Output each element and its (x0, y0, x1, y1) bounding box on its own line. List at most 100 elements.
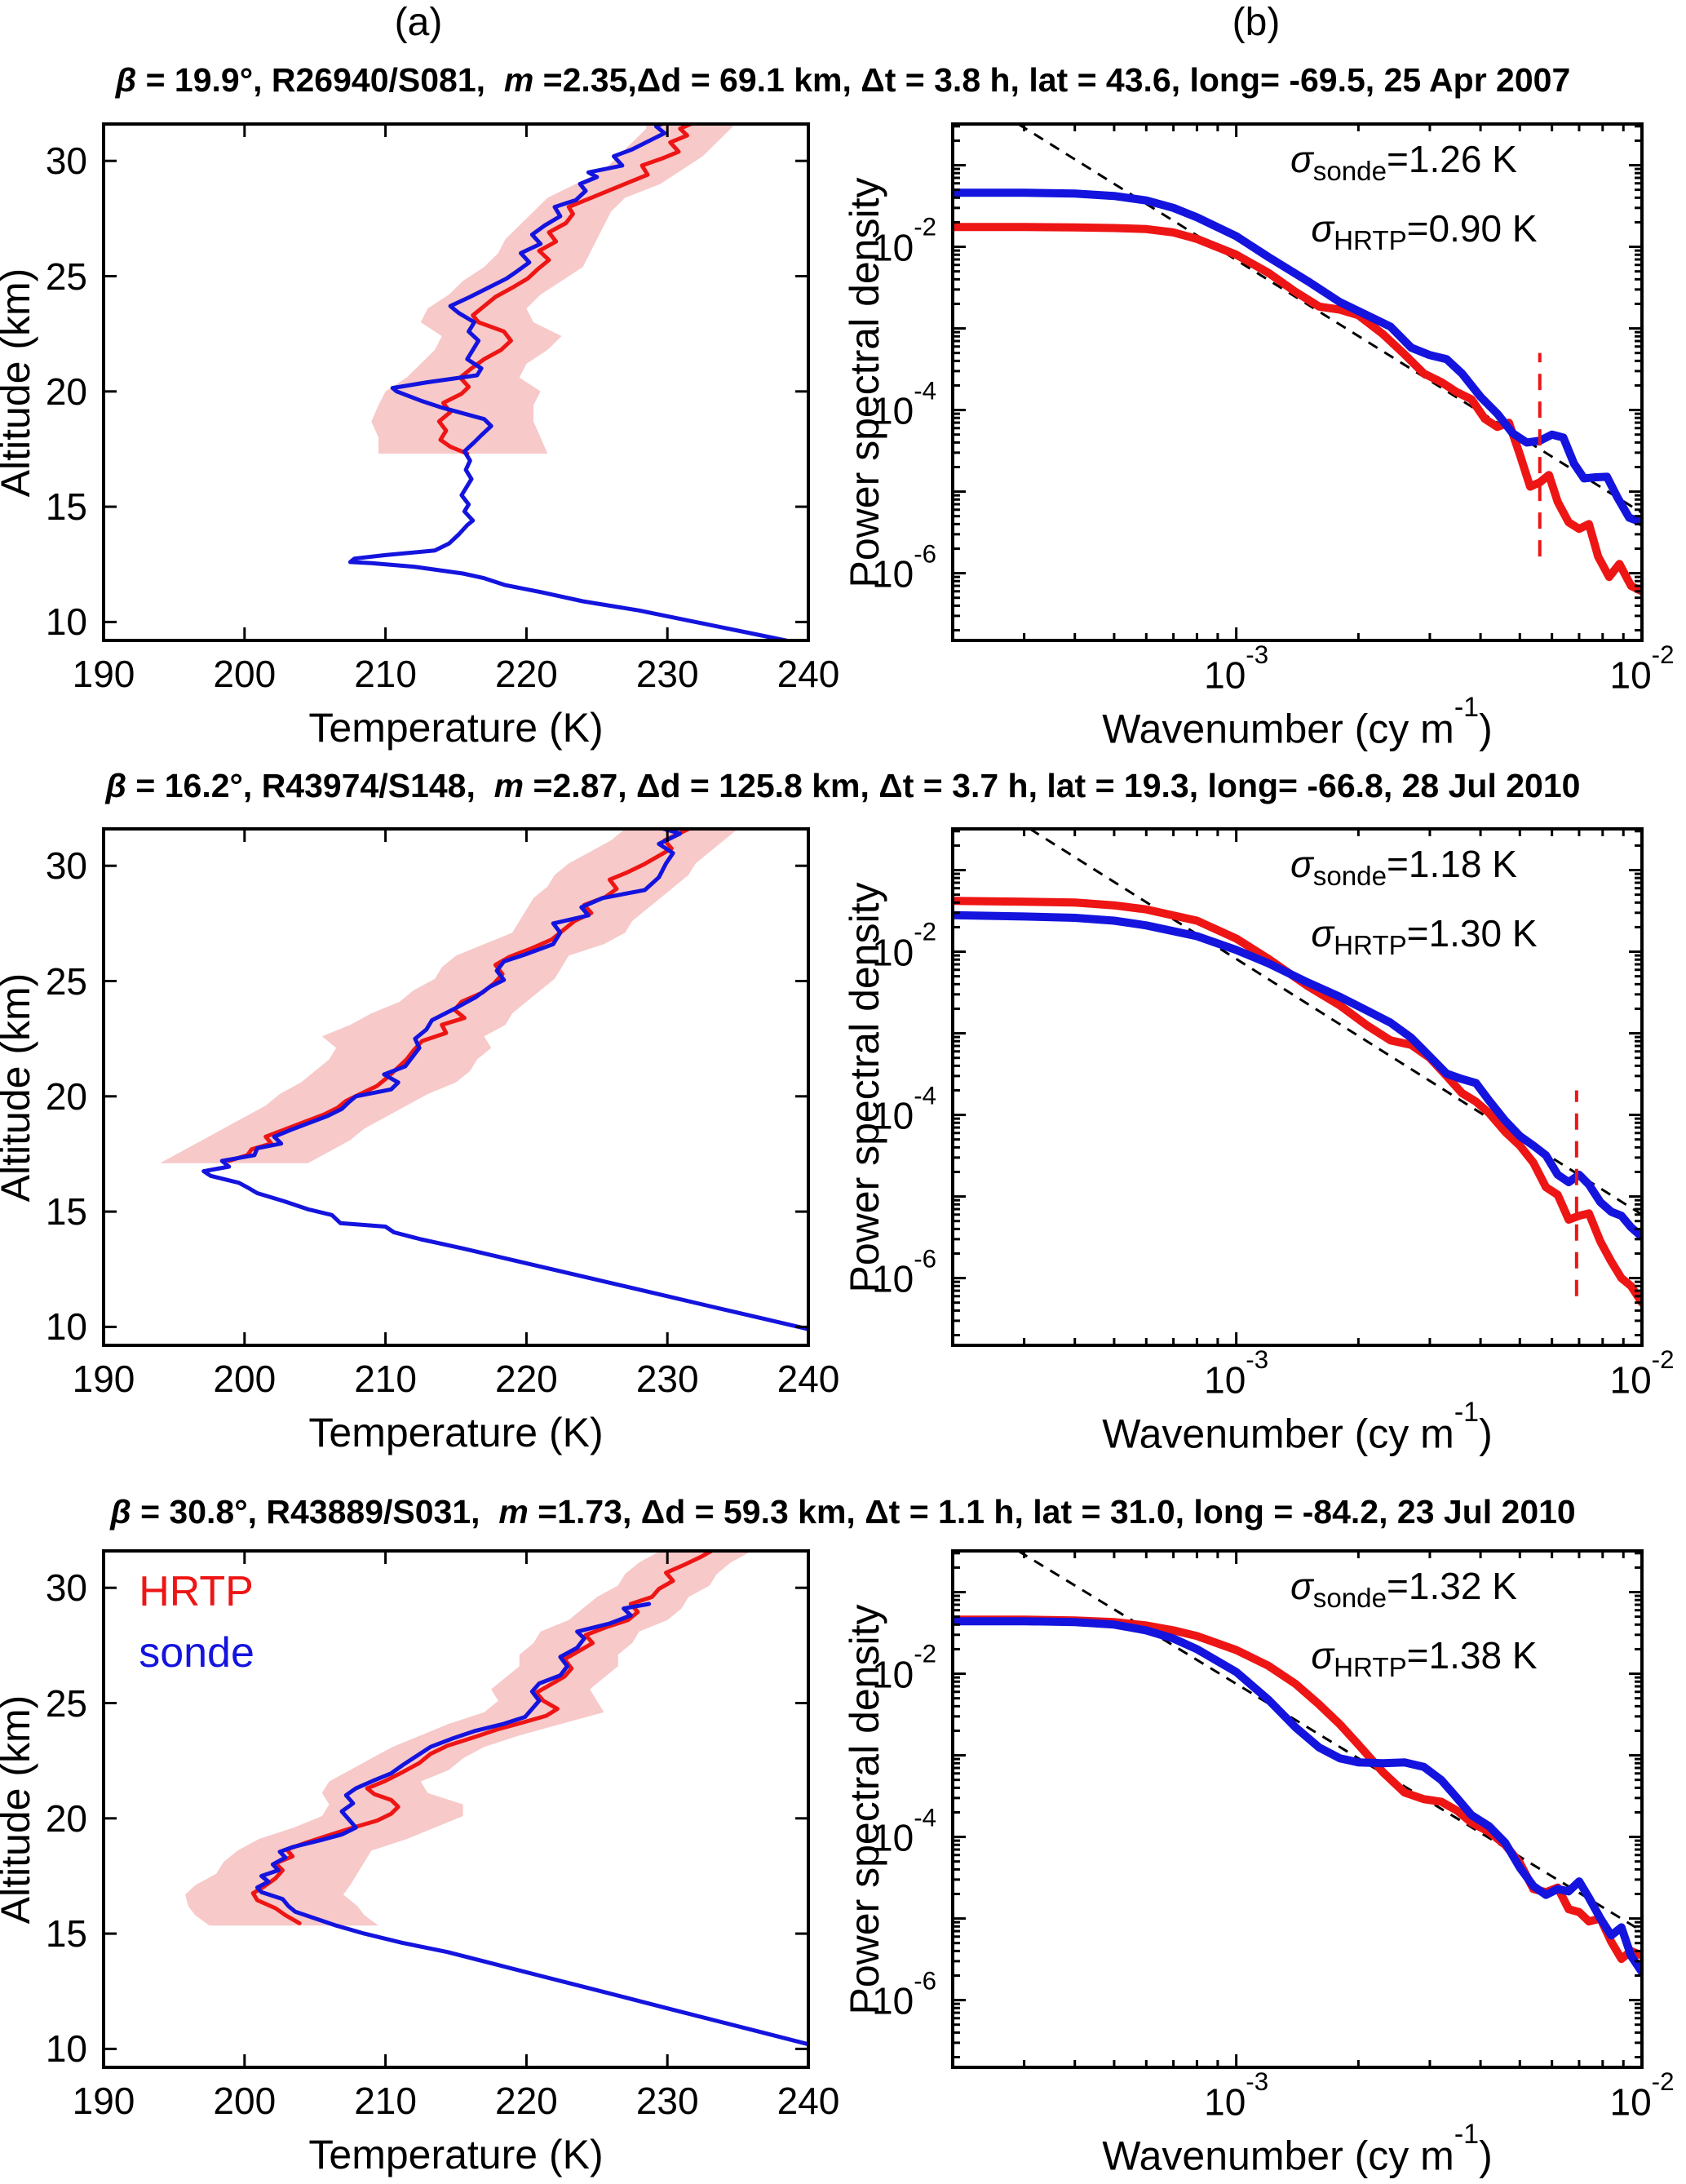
y-tick-label: 10 (45, 600, 87, 644)
y-tick-label: 10-2 (872, 212, 936, 269)
sonde-curve (347, 124, 796, 640)
row3-title: β = 30.8°, R43889/S031, m =1.73, Δd = 59… (110, 1493, 1576, 1531)
y-tick-label: 25 (45, 959, 87, 1003)
sigma-hrtp-annotation: σHRTP=1.38 K (1311, 1634, 1538, 1684)
y-tick-label: 30 (45, 140, 87, 183)
x-tick-label: 220 (495, 1358, 558, 1400)
sigma-sonde-annotation: σsonde=1.32 K (1290, 1564, 1517, 1614)
y-tick-label: 10 (45, 1305, 87, 1349)
psd-panel-row2: σsonde=1.18 K σHRTP=1.30 K 10-3 10-2 10-2 1… (842, 827, 1674, 1457)
psd-chart-svg (951, 122, 1644, 642)
temperature-profile-panel-row2: 190 200 210 220 230 240 10 15 20 25 30 Temperature … (0, 827, 839, 1455)
x-axis-label: Temperature (K) (308, 705, 604, 751)
y-tick-label: 15 (45, 1912, 87, 1956)
hrtp-uncertainty-band (185, 1551, 752, 1926)
x-tick-label: 210 (354, 1358, 417, 1400)
axes-box (951, 122, 1644, 642)
y-tick-label: 10-4 (872, 1802, 936, 1859)
sonde-curve (953, 188, 1642, 527)
axes-box (102, 827, 810, 1347)
x-tick-label: 190 (72, 1358, 135, 1400)
y-tick-label: 30 (45, 1566, 87, 1610)
legend: HRTP sonde (139, 1562, 254, 1685)
legend-label-hrtp: HRTP (139, 1567, 254, 1615)
x-tick-label: 210 (354, 653, 417, 695)
y-tick-label: 25 (45, 1681, 87, 1725)
sigma-sonde-annotation: σsonde=1.18 K (1290, 842, 1517, 892)
psd-chart-svg (951, 1549, 1644, 2069)
x-tick-label: 240 (777, 1358, 840, 1400)
y-axis-label: Power spectral density (842, 881, 887, 1293)
hrtp-uncertainty-band (160, 829, 738, 1163)
y-tick-label: 10-4 (872, 375, 936, 432)
legend-label-sonde: sonde (139, 1629, 254, 1677)
row1-title: β = 19.9°, R26940/S081, m =2.35,Δd = 69.… (115, 61, 1571, 99)
panel-label-b: (b) (1232, 1, 1281, 44)
y-tick-label: 10-2 (872, 917, 936, 974)
x-tick-label: 220 (495, 653, 558, 695)
sigma-hrtp-annotation: σHRTP=0.90 K (1311, 207, 1538, 257)
x-tick-label: 10-3 (1204, 1345, 1269, 1402)
x-tick-label: 200 (213, 653, 277, 695)
x-axis-label: Temperature (K) (308, 1410, 604, 1455)
hrtp-curve (436, 124, 696, 456)
temperature-profile-panel-row3: HRTP sonde 190 200 210 220 230 240 10 15 20 25 30 T… (0, 1549, 839, 2177)
sonde-curve (201, 829, 808, 1331)
x-tick-label: 240 (777, 2080, 840, 2122)
axes-box (102, 122, 810, 642)
y-tick-label: 10-6 (872, 538, 936, 596)
reference-slope-line (1017, 1551, 1642, 1933)
x-tick-label: 230 (635, 1358, 699, 1400)
y-tick-label: 20 (45, 1074, 87, 1118)
temperature-chart-svg (102, 827, 810, 1347)
y-tick-label: 30 (45, 844, 87, 888)
hrtp-uncertainty-band (371, 124, 736, 454)
x-tick-label: 190 (72, 2080, 135, 2122)
x-tick-label: 230 (635, 653, 699, 695)
x-tick-label: 10-2 (1609, 2067, 1675, 2124)
y-tick-label: 10-4 (872, 1080, 936, 1137)
temperature-chart-svg (102, 122, 810, 642)
x-tick-label: 200 (213, 2080, 277, 2122)
y-tick-label: 10-6 (872, 1243, 936, 1300)
tick-marks (953, 1551, 1644, 2067)
y-tick-label: 25 (45, 255, 87, 298)
sonde-curve (254, 1601, 808, 2047)
y-tick-label: 15 (45, 485, 87, 529)
tick-marks (102, 829, 810, 1345)
sonde-curve (953, 910, 1642, 1242)
y-tick-label: 10-2 (872, 1639, 936, 1696)
y-tick-label: 20 (45, 1796, 87, 1840)
x-tick-label: 10-2 (1609, 1345, 1675, 1402)
y-tick-label: 20 (45, 370, 87, 413)
sigma-hrtp-annotation: σHRTP=1.30 K (1311, 912, 1538, 962)
y-axis-label: Power spectral density (842, 1603, 887, 2015)
x-tick-label: 230 (635, 2080, 699, 2122)
hrtp-curve (953, 1615, 1642, 1964)
y-axis-label: Altitude (km) (0, 268, 38, 497)
x-tick-label: 10-3 (1204, 640, 1269, 697)
x-axis-label: Temperature (K) (308, 2132, 604, 2177)
y-tick-label: 10-6 (872, 1965, 936, 2022)
x-tick-label: 190 (72, 653, 135, 695)
psd-panel-row3: σsonde=1.32 K σHRTP=1.38 K 10-3 10-2 10-2 1… (842, 1549, 1674, 2179)
row2-title: β = 16.2°, R43974/S148, m =2.87, Δd = 12… (105, 767, 1581, 804)
axes-box (951, 827, 1644, 1347)
panel-label-a: (a) (394, 1, 443, 44)
psd-panel-row1: σsonde=1.26 K σHRTP=0.90 K 10-3 10-2 10-2 1… (842, 122, 1674, 752)
x-tick-label: 200 (213, 1358, 277, 1400)
axes-box (102, 1549, 810, 2069)
y-axis-label: Altitude (km) (0, 1694, 38, 1924)
hrtp-curve (953, 897, 1642, 1307)
x-axis-label: Wavenumber (cy m-1) (1102, 691, 1493, 752)
axes-box (951, 1549, 1644, 2069)
temperature-profile-panel-row1: 190 200 210 220 230 240 10 15 20 25 30 Temperature … (0, 122, 839, 751)
x-tick-label: 210 (354, 2080, 417, 2122)
reference-slope-line (1017, 124, 1642, 514)
y-axis-label: Power spectral density (842, 176, 887, 588)
x-tick-label: 10-3 (1204, 2067, 1269, 2124)
temperature-chart-svg (102, 1549, 810, 2069)
x-axis-label: Wavenumber (cy m-1) (1102, 1396, 1493, 1457)
y-tick-label: 10 (45, 2027, 87, 2071)
x-tick-label: 240 (777, 653, 840, 695)
